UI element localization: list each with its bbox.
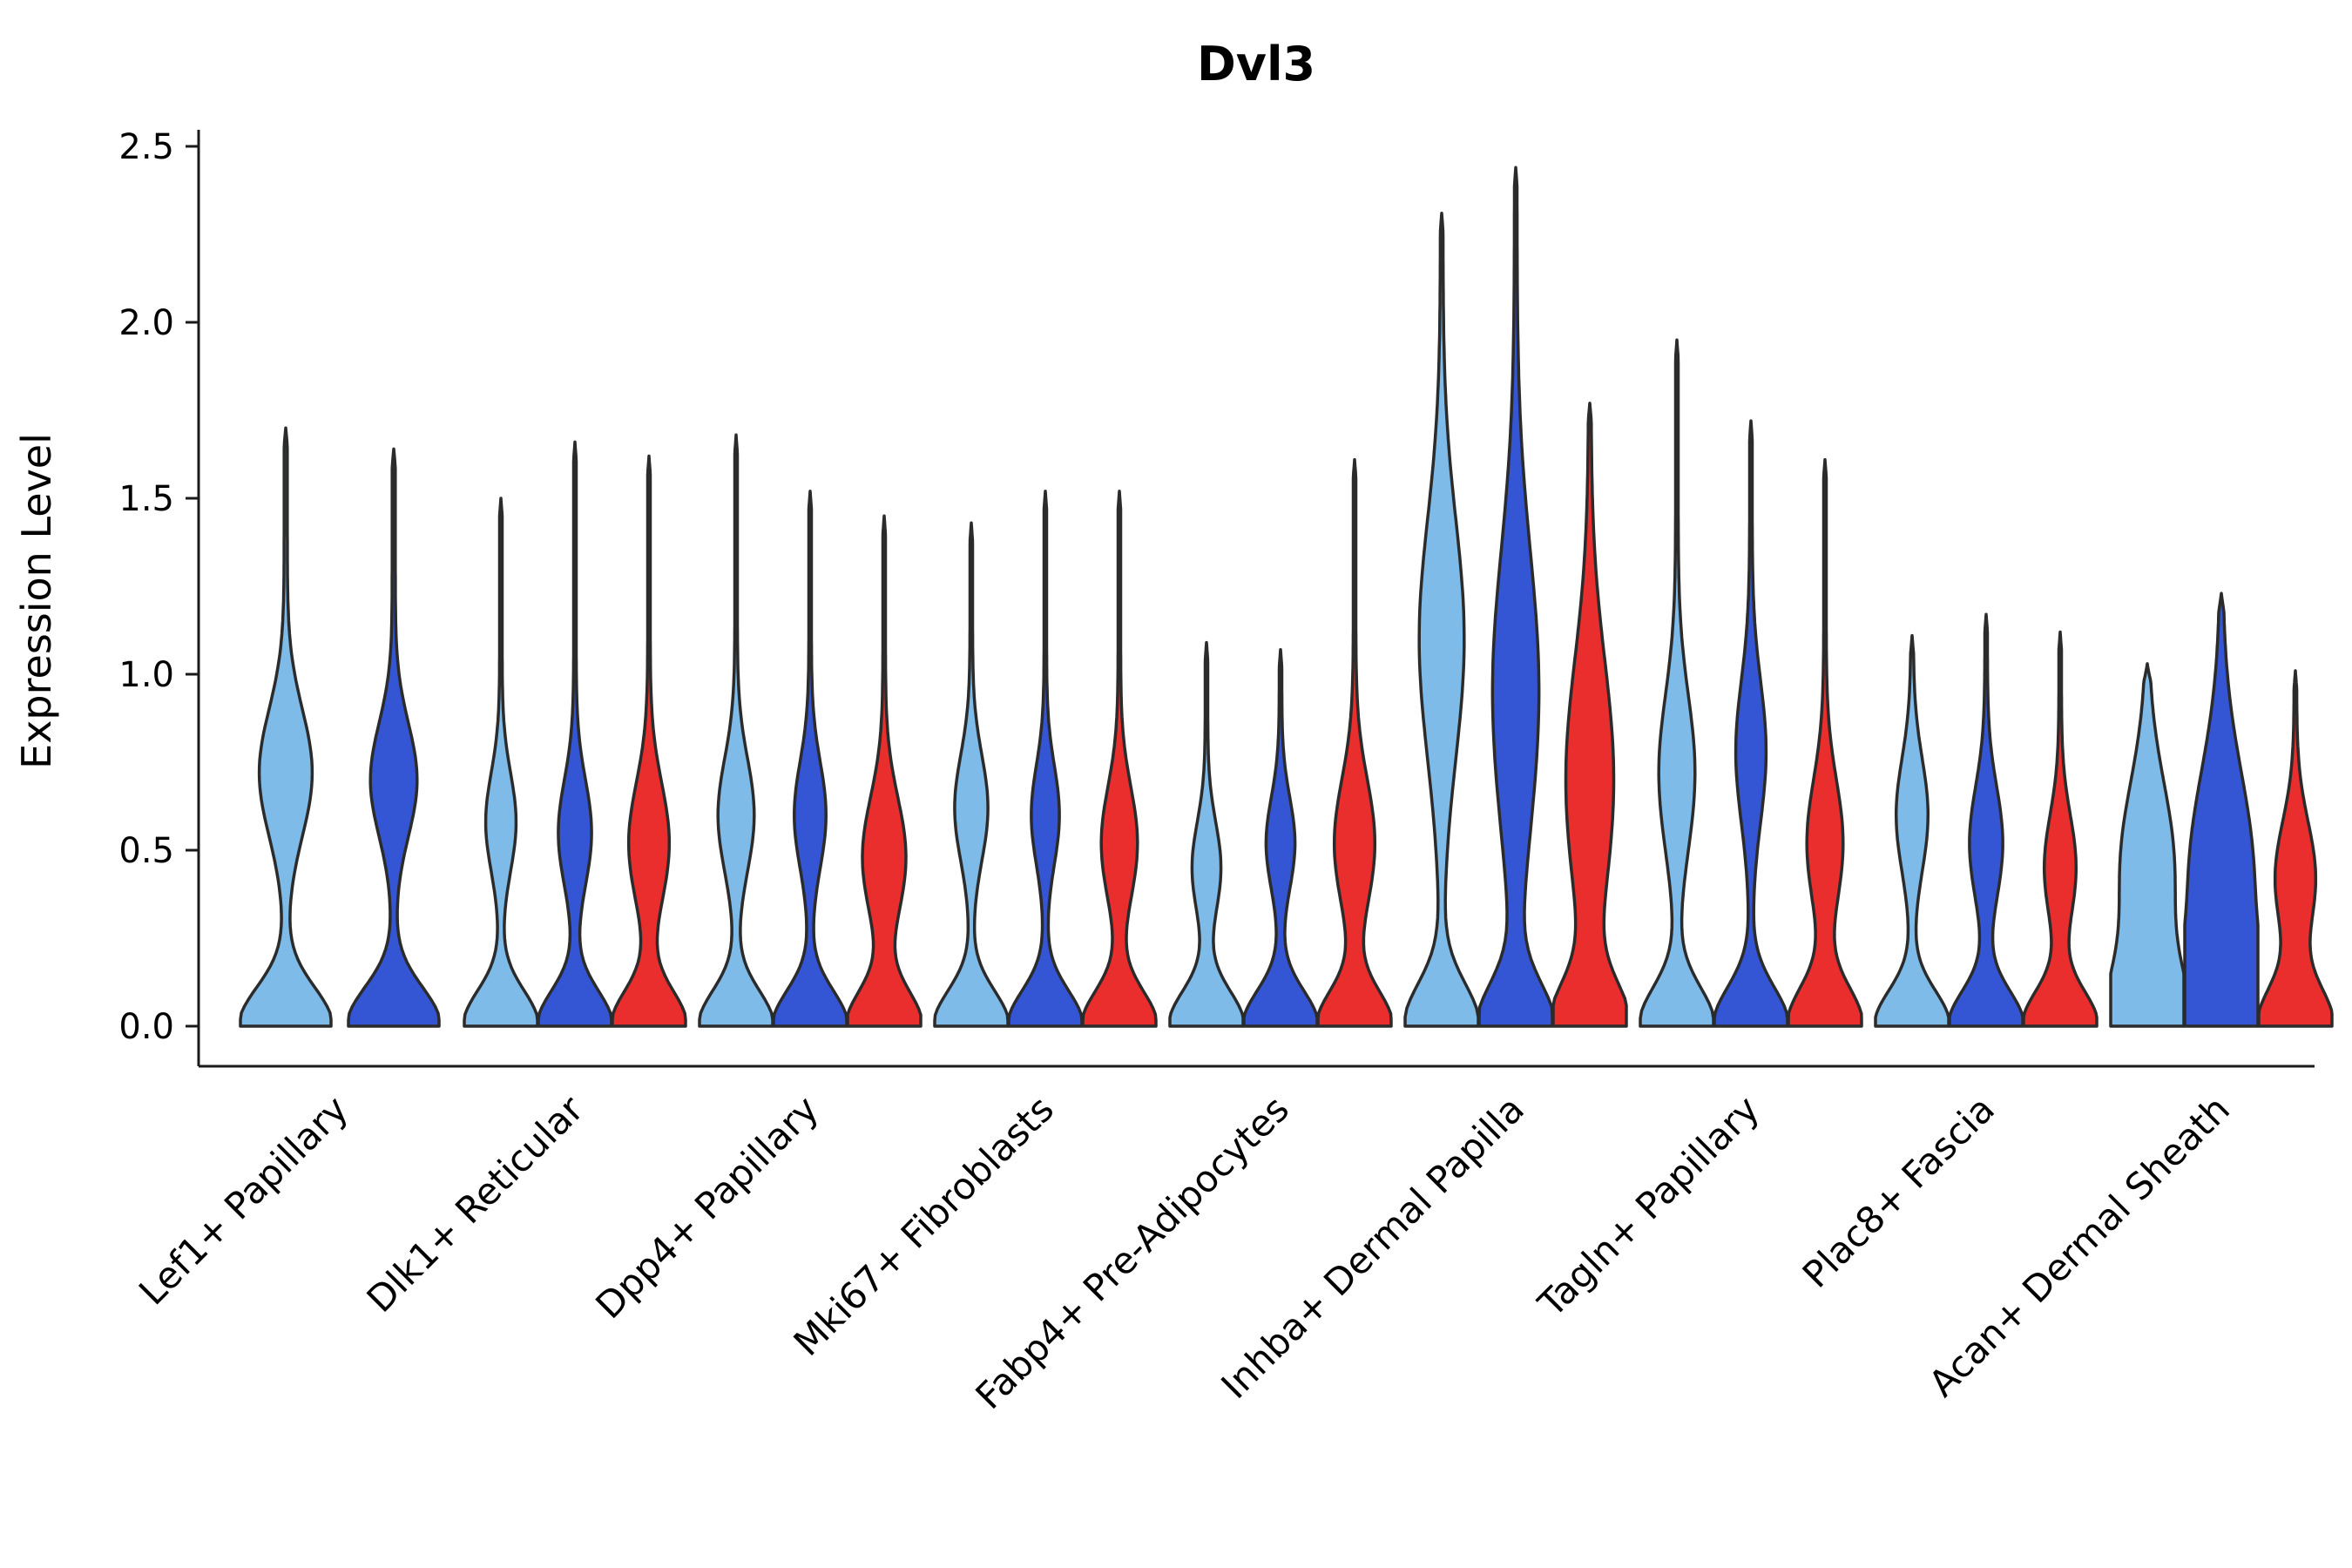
violin-lightblue — [239, 426, 333, 1028]
x-axis-label: Lef1+ Papillary — [131, 1087, 356, 1313]
violin-blue — [1007, 490, 1084, 1028]
violin-lightblue — [2109, 662, 2186, 1028]
violin-blue — [537, 440, 613, 1028]
y-tick-label: 0.5 — [118, 831, 174, 871]
violin-lightblue — [1168, 640, 1245, 1028]
violin-red — [1081, 490, 1158, 1028]
violin-lightblue — [1639, 338, 1715, 1028]
chart-title: Dvl3 — [1197, 37, 1315, 91]
x-axis-label: Mki67+ Fibroblasts — [786, 1087, 1062, 1363]
violin-lightblue — [698, 433, 774, 1028]
violin-lightblue — [463, 497, 539, 1028]
violin-lightblue — [1403, 212, 1480, 1028]
violin-red — [1787, 457, 1863, 1028]
violin-red — [2257, 669, 2334, 1028]
violin-lightblue — [933, 521, 1010, 1028]
violin-red — [846, 514, 923, 1028]
violin-blue — [1948, 612, 2024, 1028]
violin-blue — [772, 490, 848, 1028]
violin-blue — [2183, 591, 2260, 1028]
y-axis-title: Expression Level — [13, 433, 60, 769]
y-tick-label: 1.0 — [118, 655, 174, 695]
x-axis-label: Dlk1+ Reticular — [359, 1087, 592, 1321]
y-tick-label: 2.5 — [118, 127, 174, 167]
x-axis-label: Dpp4+ Papillary — [587, 1087, 827, 1327]
violin-blue — [347, 447, 441, 1028]
violin-blue — [1242, 647, 1319, 1028]
violin-blue — [1477, 166, 1554, 1028]
violin-red — [2022, 630, 2099, 1028]
violin-red — [1316, 457, 1393, 1028]
violin-red — [1551, 402, 1628, 1028]
x-axis-label: Plac8+ Fascia — [1794, 1087, 2003, 1295]
plot-layer: 0.0 0.5 1.0 1.5 2.0 2.5 Lef1+ Papillary Dlk1+ R… — [118, 127, 2334, 1417]
violin-lightblue — [1874, 633, 1950, 1028]
y-tick-label: 1.5 — [118, 479, 174, 519]
x-axis-label: Tagln+ Papillary — [1530, 1087, 1767, 1325]
violin-red — [611, 454, 687, 1028]
y-tick-label: 2.0 — [118, 303, 174, 343]
violin-blue — [1713, 419, 1789, 1028]
y-tick-label: 0.0 — [118, 1007, 174, 1047]
